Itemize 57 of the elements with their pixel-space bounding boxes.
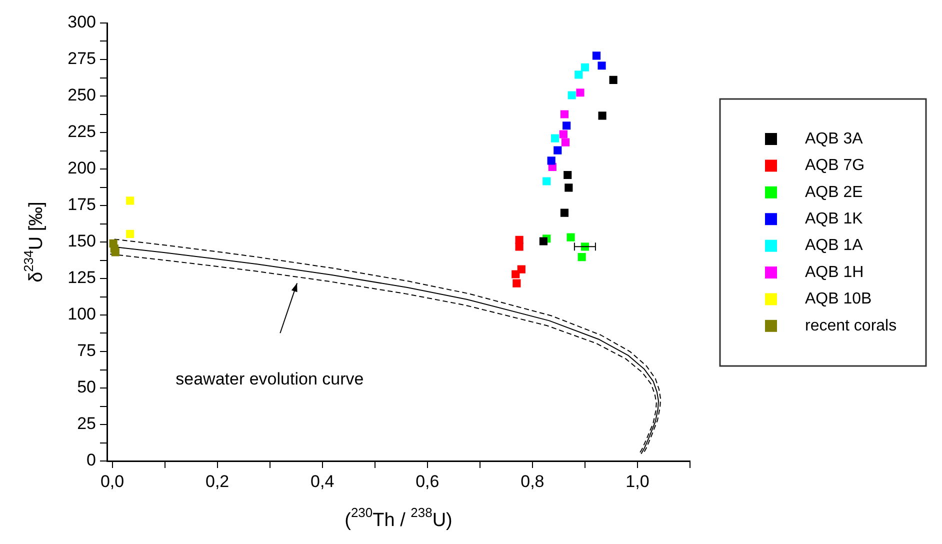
point <box>609 76 618 84</box>
point <box>592 52 601 60</box>
legend-label: recent corals <box>805 317 897 334</box>
y-axis-title: δ234U [‰] <box>20 202 48 282</box>
legend-label: AQB 1K <box>805 210 864 228</box>
x-tick-label: 1,0 <box>626 472 650 491</box>
point <box>568 91 576 100</box>
point <box>554 146 562 154</box>
legend-label: AQB 3A <box>805 130 864 148</box>
point <box>566 233 575 242</box>
point <box>598 112 606 120</box>
y-tick-label: 225 <box>68 122 96 142</box>
y-tick-label: 275 <box>68 49 96 68</box>
point <box>547 156 556 165</box>
y-tick-label: 100 <box>68 304 96 324</box>
y-tick-label: 125 <box>68 268 96 288</box>
x-tick-label: 0,2 <box>205 472 230 491</box>
point <box>126 196 134 205</box>
point <box>580 63 589 72</box>
y-tick-label: 50 <box>77 378 96 397</box>
legend-label: AQB 1H <box>805 264 864 281</box>
y-tick-label: 175 <box>68 195 96 214</box>
y-tick-label: 150 <box>68 232 96 251</box>
point <box>512 279 521 288</box>
point <box>598 62 606 70</box>
point <box>539 237 548 246</box>
point <box>564 184 573 192</box>
x-tick-label: 0,6 <box>416 472 440 491</box>
x-tick-label: 0,4 <box>310 472 334 491</box>
point <box>550 134 560 142</box>
legend-label: AQB 1A <box>805 237 864 254</box>
point <box>574 70 583 79</box>
y-tick-label: 0 <box>86 450 96 470</box>
point <box>560 208 569 217</box>
y-tick-label: 25 <box>77 414 96 434</box>
x-tick-label: 0,8 <box>520 472 544 491</box>
point <box>560 110 569 118</box>
y-tick-label: 300 <box>68 12 96 32</box>
point <box>542 177 551 186</box>
point <box>559 130 568 138</box>
legend-label: AQB 7G <box>805 157 865 174</box>
legend-label: AQB 10B <box>805 290 872 308</box>
x-tick-label: 0,0 <box>100 472 124 491</box>
point <box>111 248 120 256</box>
legend-label: AQB 2E <box>805 184 863 201</box>
y-tick-label: 75 <box>77 341 96 360</box>
y-tick-label: 250 <box>68 86 96 105</box>
point <box>578 253 586 262</box>
point <box>564 170 572 180</box>
point <box>576 88 584 97</box>
point <box>512 270 520 278</box>
annotation: seawater evolution curve <box>176 370 364 389</box>
y-tick-label: 200 <box>68 158 96 178</box>
point <box>561 138 570 146</box>
point <box>562 122 571 130</box>
point <box>126 230 134 238</box>
point <box>515 242 524 251</box>
